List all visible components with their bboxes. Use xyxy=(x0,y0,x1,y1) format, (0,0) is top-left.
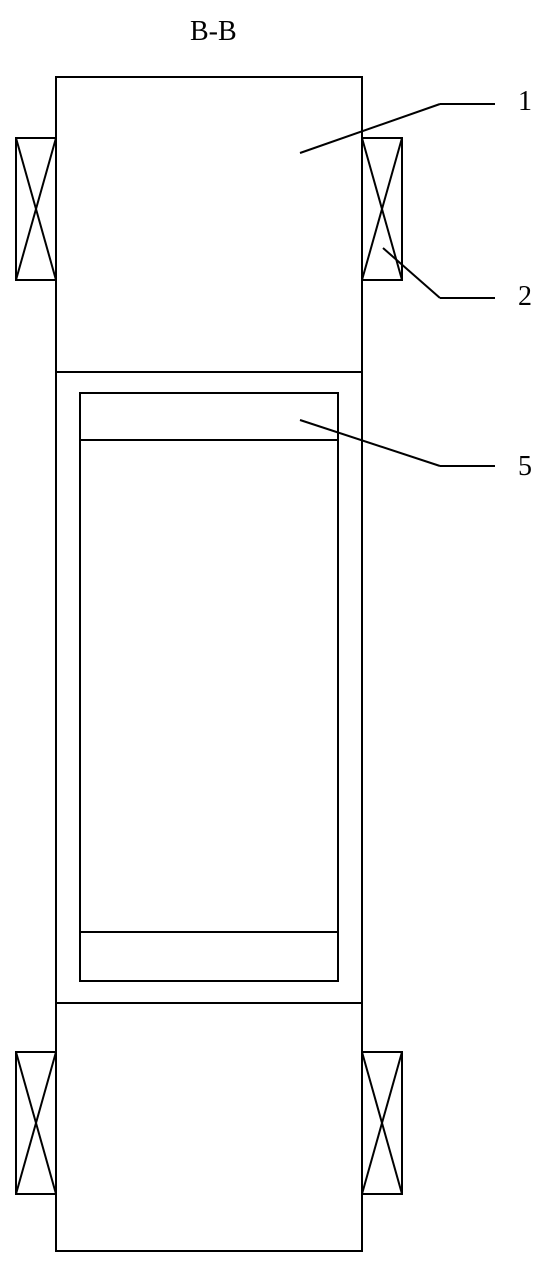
wheel-rear-right xyxy=(362,1052,402,1194)
callout-label: 1 xyxy=(518,86,532,117)
callout-1: 1 xyxy=(300,86,532,153)
wheel-rear-left xyxy=(16,1052,56,1194)
callout-5: 5 xyxy=(300,420,532,482)
wheel-front-left xyxy=(16,138,56,280)
body-outline xyxy=(56,77,362,1251)
section-title: B-B xyxy=(190,16,237,47)
inner-panel xyxy=(80,393,338,981)
callout-label: 5 xyxy=(518,451,532,482)
callout-2: 2 xyxy=(383,248,532,312)
callout-label: 2 xyxy=(518,281,532,312)
